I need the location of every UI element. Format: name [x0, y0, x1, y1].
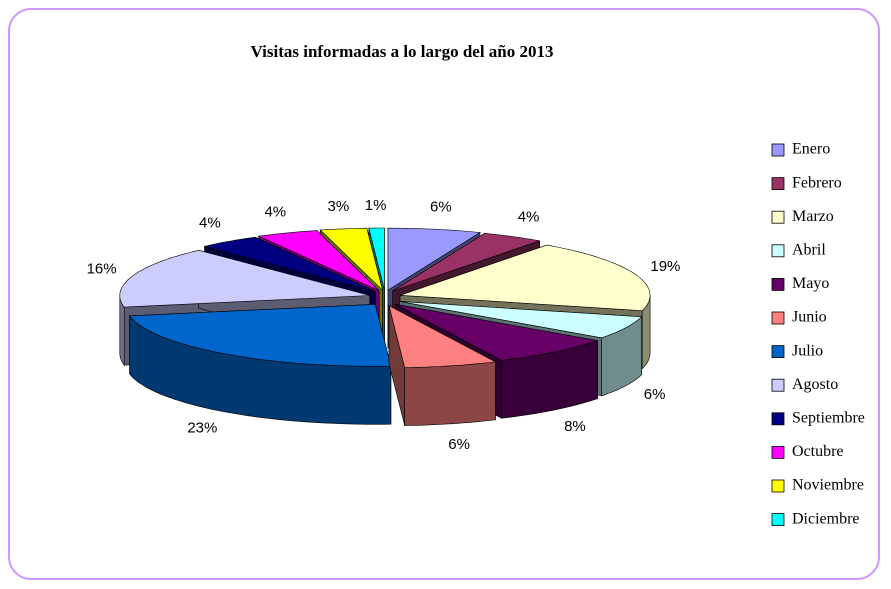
legend-label: Enero [792, 141, 830, 158]
data-label: 4% [199, 215, 221, 232]
legend-label: Noviembre [792, 477, 864, 494]
legend-label: Junio [792, 309, 827, 326]
legend-swatch [771, 513, 785, 526]
data-label: 6% [644, 386, 666, 403]
legend-label: Septiembre [792, 409, 865, 426]
legend: Enero Febrero Marzo Abril Mayo Junio Julio Agos… [771, 141, 865, 527]
legend-swatch [771, 143, 785, 157]
slice [204, 236, 376, 292]
legend-label: Mayo [792, 275, 829, 292]
legend-label: Abril [792, 241, 826, 258]
slice [395, 303, 598, 361]
slice [319, 227, 384, 292]
slice [400, 244, 651, 312]
legend-swatch [771, 378, 785, 392]
slice [257, 230, 380, 291]
legend-swatch [771, 277, 785, 291]
legend-label: Julio [792, 342, 823, 359]
slice [119, 249, 370, 308]
pie: 6% 4% 19% 6% 8% 6% 23% 16% 4% 4% 3% 1% [87, 197, 681, 453]
chart-title: Visitas informadas a lo largo del año 20… [250, 42, 553, 61]
legend-swatch [771, 210, 785, 224]
legend-label: Agosto [792, 376, 838, 393]
data-label: 4% [264, 203, 286, 220]
slice [128, 303, 392, 367]
legend-swatch [771, 345, 785, 359]
data-label: 23% [187, 420, 217, 437]
slice [368, 227, 385, 291]
legend-swatch [771, 445, 785, 459]
legend-label: Octubre [792, 443, 844, 460]
data-label: 6% [430, 199, 452, 216]
slice [399, 301, 643, 339]
data-label: 8% [564, 418, 586, 435]
slice [392, 232, 540, 292]
slice-side [404, 361, 496, 426]
legend-swatch [771, 479, 785, 493]
legend-swatch [771, 311, 785, 325]
slice [388, 305, 497, 368]
legend-label: Marzo [792, 208, 834, 225]
data-label: 3% [328, 198, 350, 215]
data-label: 19% [650, 258, 680, 275]
legend-swatch [771, 244, 785, 258]
legend-swatch [771, 412, 785, 426]
slice [387, 227, 481, 291]
legend-label: Febrero [792, 174, 842, 191]
data-label: 16% [87, 261, 117, 278]
data-label: 1% [365, 197, 387, 214]
legend-label: Diciembre [792, 510, 860, 527]
legend-swatch [771, 177, 785, 191]
data-label: 4% [518, 208, 540, 225]
data-label: 6% [448, 436, 470, 453]
